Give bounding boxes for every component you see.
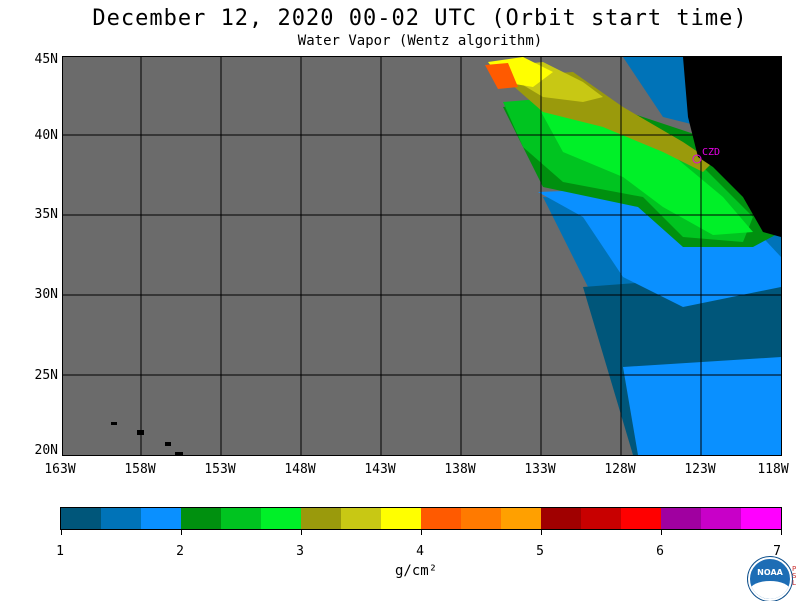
colorbar-swatch-13 [541,508,581,529]
vapor-band-bright-green [533,92,753,235]
lat-label-30n: 30N [34,287,58,302]
colorbar-label-4: 4 [416,544,424,559]
vapor-band-bright-blue-south [623,357,781,455]
island-3 [165,442,171,446]
colorbar-swatch-1 [61,508,101,529]
colorbar-label-7: 7 [773,544,781,559]
lat-label-25n: 25N [34,368,58,383]
colorbar-swatch-6 [261,508,301,529]
island-4 [175,452,183,455]
map-subtitle: Water Vapor (Wentz algorithm) [297,33,543,49]
colorbar-swatch-14 [581,508,621,529]
colorbar-swatch-18 [741,508,781,529]
logo-text: NOAA [757,568,783,577]
colorbar-swatch-9 [381,508,421,529]
colorbar-swatch-7 [301,508,341,529]
colorbar-label-5: 5 [536,544,544,559]
vapor-band-orange [485,63,518,89]
colorbar-swatch-2 [101,508,141,529]
colorbar-swatch-3 [141,508,181,529]
lat-label-40n: 40N [34,128,58,143]
lon-label-128w: 128W [604,462,636,477]
colorbar-swatch-16 [661,508,701,529]
colorbar-swatch-4 [181,508,221,529]
map-graphic [63,57,781,455]
colorbar-tick-4 [421,529,422,535]
colorbar-label-6: 6 [656,544,664,559]
colorbar-swatch-12 [501,508,541,529]
colorbar-swatch-10 [421,508,461,529]
lon-label-148w: 148W [284,462,316,477]
station-label: CZD [702,147,721,158]
lon-label-158w: 158W [124,462,156,477]
colorbar-swatch-5 [221,508,261,529]
colorbar-tick-7 [781,529,782,535]
lon-label-138w: 138W [444,462,476,477]
lon-label-143w: 143W [364,462,396,477]
colorbar-label-1: 1 [56,544,64,559]
colorbar-units: g/cm² [395,563,438,579]
vapor-band-teal-coast [623,57,703,127]
colorbar [60,507,782,535]
island-1 [111,422,117,425]
logo-wave [750,581,790,599]
colorbar-swatch-17 [701,508,741,529]
colorbar-label-3: 3 [296,544,304,559]
lon-label-118w: 118W [757,462,789,477]
colorbar-label-2: 2 [176,544,184,559]
colorbar-tick-5 [541,529,542,535]
graticule [63,57,781,455]
map-title: December 12, 2020 00-02 UTC (Orbit start… [92,6,748,31]
lat-label-20n: 20N [34,443,58,458]
colorbar-tick-6 [661,529,662,535]
lat-label-35n: 35N [34,207,58,222]
colorbar-swatch-15 [621,508,661,529]
colorbar-swatch-11 [461,508,501,529]
lon-label-123w: 123W [684,462,716,477]
colorbar-swatch-8 [341,508,381,529]
noaa-logo: NOAA [748,557,792,601]
lon-label-163w: 163W [44,462,76,477]
station-marker [692,154,702,164]
lat-label-45n: 45N [34,52,58,67]
lon-label-133w: 133W [524,462,556,477]
lon-label-153w: 153W [204,462,236,477]
colorbar-tick-3 [301,529,302,535]
water-vapor-map: CZD [62,56,782,456]
land-north-america [683,57,781,237]
colorbar-tick-2 [181,529,182,535]
colorbar-tick-1 [61,529,62,535]
